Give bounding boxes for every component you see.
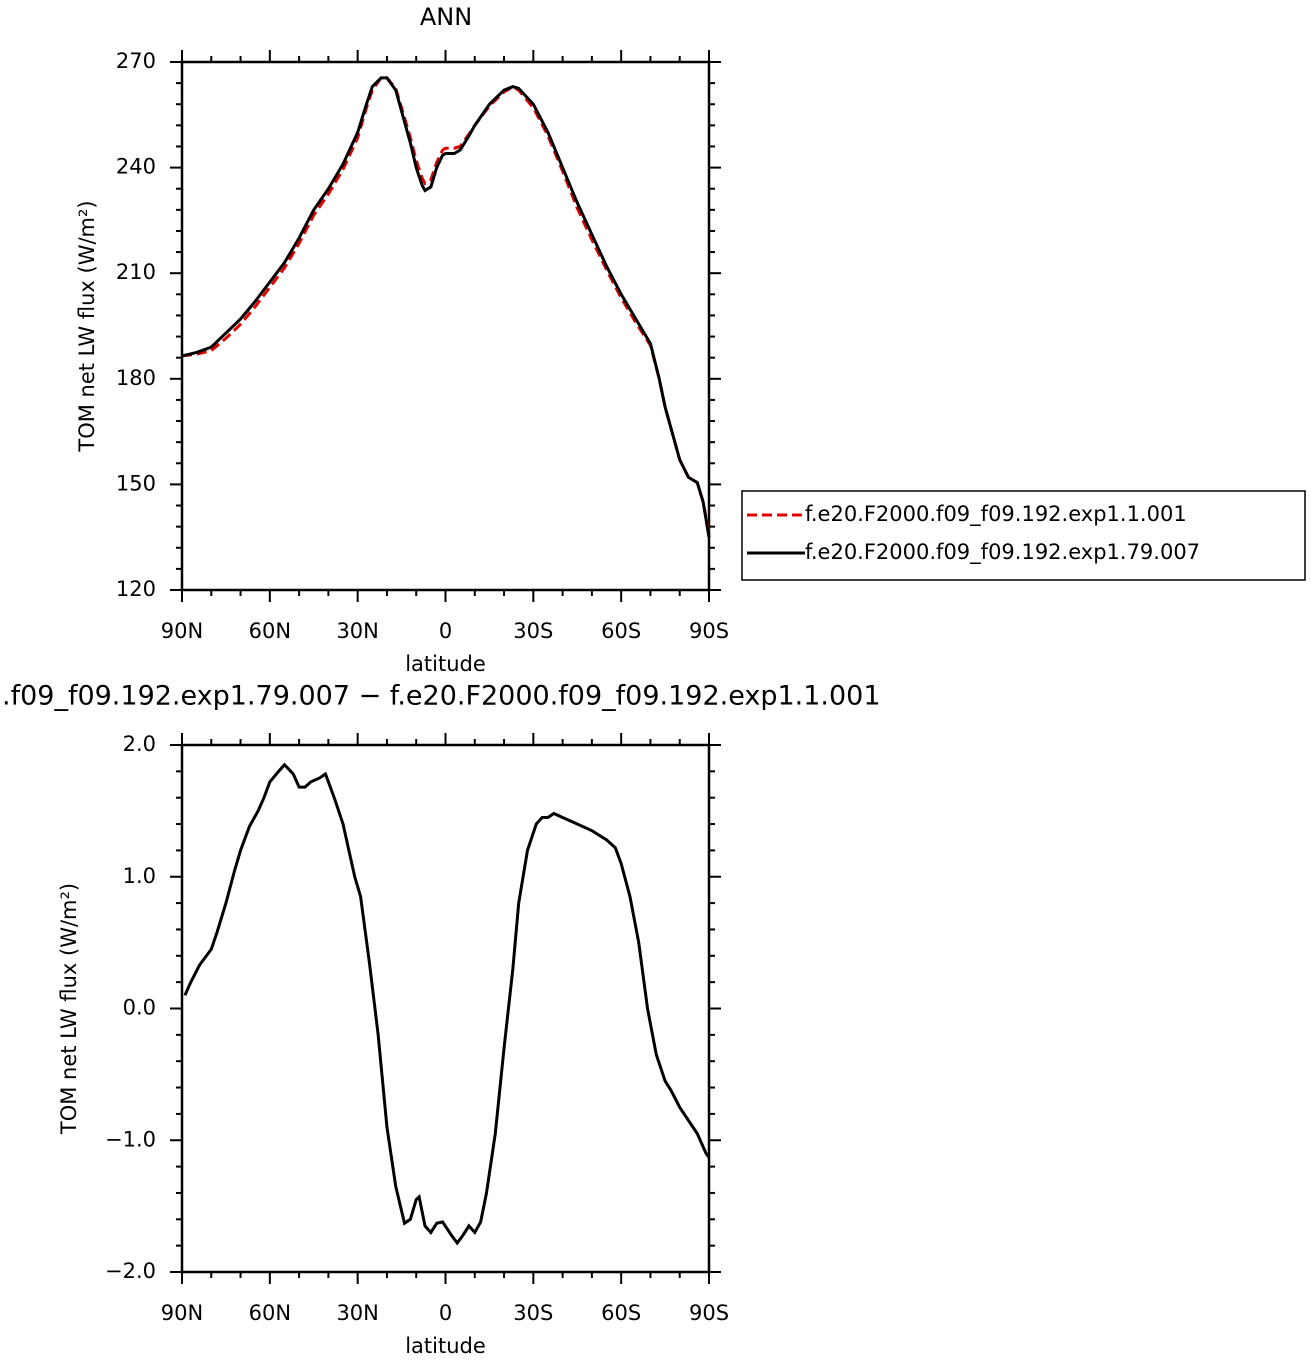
x-tick-label: 0 <box>439 619 452 643</box>
x-tick-label: 90N <box>161 619 203 643</box>
y-tick-label: −2.0 <box>105 1259 156 1283</box>
x-axis-label: latitude <box>405 652 486 676</box>
y-axis-label: TOM net LW flux (W/m²) <box>75 200 99 452</box>
y-tick-label: 120 <box>116 577 156 601</box>
chart-title: .f09_f09.192.exp1.79.007 − f.e20.F2000.f… <box>2 681 881 712</box>
legend-label: f.e20.F2000.f09_f09.192.exp1.79.007 <box>805 540 1200 565</box>
x-tick-label: 30S <box>513 1301 553 1325</box>
chart-title: ANN <box>420 3 472 31</box>
y-axis-label: TOM net LW flux (W/m²) <box>57 883 81 1135</box>
y-tick-label: 2.0 <box>123 732 156 756</box>
x-tick-label: 60N <box>249 619 291 643</box>
x-tick-label: 60N <box>249 1301 291 1325</box>
y-tick-label: 180 <box>116 366 156 390</box>
y-tick-label: 150 <box>116 471 156 495</box>
plot-frame <box>180 60 711 592</box>
y-tick-label: 270 <box>116 49 156 73</box>
x-tick-label: 60S <box>601 619 641 643</box>
y-tick-label: 210 <box>116 260 156 284</box>
plot-frame <box>180 743 711 1274</box>
x-axis-label: latitude <box>405 1334 486 1358</box>
x-tick-label: 30S <box>513 619 553 643</box>
x-tick-label: 90S <box>689 1301 729 1325</box>
y-tick-label: −1.0 <box>105 1127 156 1151</box>
x-tick-label: 30N <box>336 1301 378 1325</box>
legend-label: f.e20.F2000.f09_f09.192.exp1.1.001 <box>805 502 1187 527</box>
data-line <box>181 76 711 538</box>
y-tick-label: 240 <box>116 155 156 179</box>
y-tick-label: 0.0 <box>123 996 156 1020</box>
legend-box <box>741 490 1306 581</box>
x-tick-label: 90S <box>689 619 729 643</box>
data-line <box>183 762 711 1246</box>
x-tick-label: 0 <box>439 1301 452 1325</box>
x-tick-label: 30N <box>336 619 378 643</box>
x-tick-label: 90N <box>161 1301 203 1325</box>
x-tick-label: 60S <box>601 1301 641 1325</box>
y-tick-label: 1.0 <box>123 864 156 888</box>
data-line <box>181 76 711 534</box>
